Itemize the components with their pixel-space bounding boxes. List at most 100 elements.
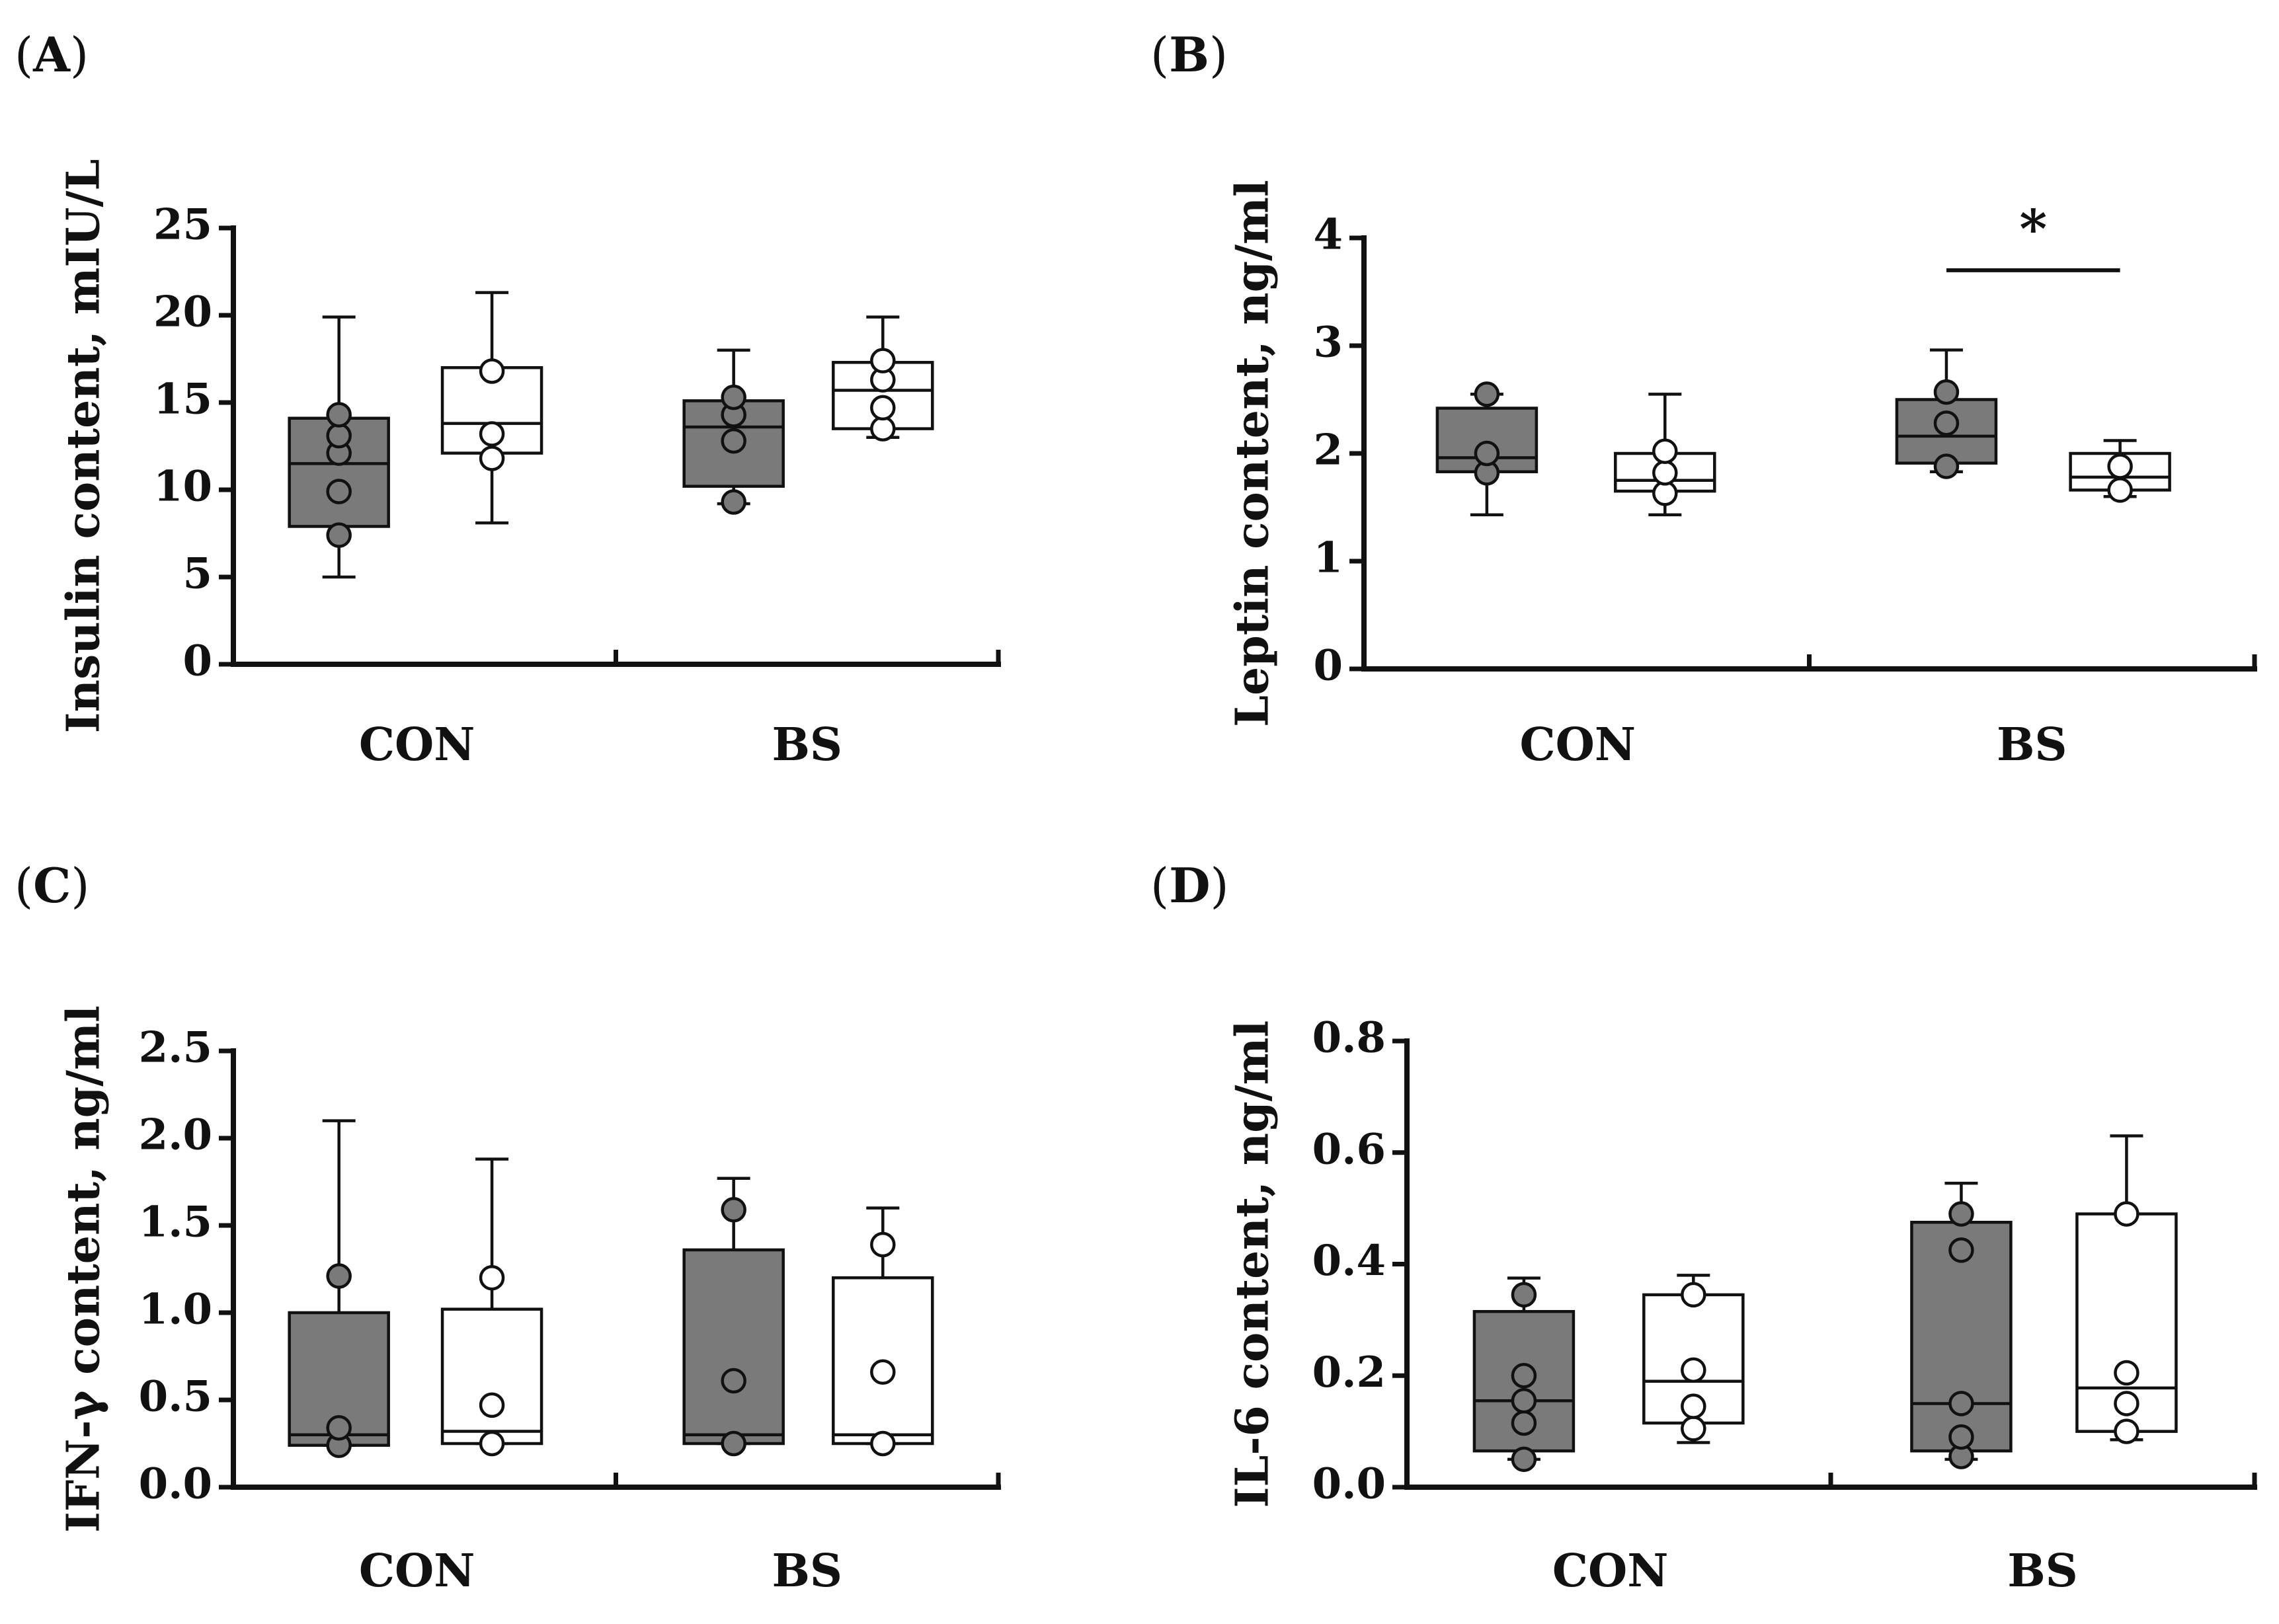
panel-c: (C) IFN-γ content, ng/ml 0.0 0.5 1.0 1.5 2.0 2.… — [15, 857, 1001, 1598]
data-point — [1474, 381, 1500, 407]
data-point — [1681, 1393, 1706, 1419]
data-point — [326, 422, 352, 449]
box-plot — [682, 348, 785, 515]
data-point — [721, 428, 746, 454]
data-point — [2114, 1201, 2139, 1227]
category-label: CON — [359, 718, 475, 771]
data-point — [1933, 410, 1960, 436]
y-tick-label: 0 — [182, 637, 212, 686]
y-tick-label: 2.5 — [139, 1023, 212, 1073]
data-point — [1933, 453, 1960, 479]
y-axis-title: IFN-γ content, ng/ml — [58, 1005, 110, 1533]
box-plot — [1910, 1181, 2013, 1469]
panel-label-letter: B — [1169, 26, 1209, 83]
data-point — [326, 479, 352, 504]
box-plot — [440, 1157, 543, 1457]
y-tick-label: 1 — [1313, 533, 1343, 583]
data-point — [479, 1392, 505, 1418]
category-label: BS — [772, 718, 842, 771]
data-point — [1948, 1424, 1974, 1450]
box-plot — [1895, 348, 1998, 479]
data-point — [326, 402, 352, 428]
box-plot — [2069, 439, 2171, 503]
y-tick-label: 0.2 — [1312, 1348, 1386, 1397]
y-tick-label: 3 — [1313, 318, 1343, 367]
y-axis-title: Insulin content, mIU/L — [58, 159, 110, 734]
data-point — [326, 522, 352, 548]
data-point — [721, 384, 746, 410]
data-point — [1474, 440, 1500, 467]
panel-b: (B) Leptin content, ng/ml 0 1 2 3 4 CON BS * — [1150, 26, 2257, 771]
y-tick-label: 25 — [153, 200, 212, 250]
significance-marker: * — [2019, 198, 2047, 260]
panel-a: (A) Insulin content, mIU/L 0 5 10 15 20 25 CON BS — [15, 26, 1001, 771]
data-point — [1511, 1363, 1537, 1389]
data-point — [2107, 453, 2133, 479]
y-tick-label: 20 — [153, 288, 212, 337]
box-plot — [1435, 381, 1539, 517]
panel-d: (D) IL-6 content, ng/ml 0.0 0.2 0.4 0.6 0.8 CON… — [1150, 857, 2257, 1598]
y-tick-label: 0.0 — [139, 1459, 212, 1509]
y-tick-label: 2 — [1313, 426, 1343, 475]
box-plot — [2075, 1134, 2178, 1444]
box-plot — [1642, 1274, 1745, 1444]
data-point — [1652, 460, 1678, 486]
y-tick-label: 15 — [153, 375, 212, 424]
category-label: BS — [1997, 718, 2067, 771]
data-point — [721, 1368, 746, 1394]
data-point — [2114, 1418, 2139, 1444]
box-iqr — [440, 1307, 543, 1446]
y-tick-label: 0.4 — [1312, 1236, 1386, 1286]
box-plot — [832, 1206, 934, 1457]
data-point — [1511, 1387, 1537, 1414]
y-tick-label: 1.5 — [139, 1198, 212, 1247]
y-tick-label: 0.8 — [1312, 1013, 1386, 1063]
data-point — [479, 445, 505, 471]
y-tick-label: 10 — [153, 462, 212, 512]
panel-label: (C) — [15, 857, 90, 913]
data-point — [1511, 1446, 1537, 1473]
category-label: BS — [772, 1545, 842, 1598]
category-label: CON — [1520, 718, 1636, 771]
y-tick-label: 0.6 — [1312, 1124, 1386, 1174]
panel-label: (D) — [1150, 857, 1229, 913]
box-plot — [1472, 1276, 1576, 1473]
data-point — [1511, 1282, 1537, 1308]
category-label: CON — [1552, 1545, 1669, 1598]
box-plot — [288, 315, 390, 579]
y-tick-label: 0 — [1313, 641, 1343, 691]
box-plot — [1614, 393, 1716, 517]
data-point — [479, 358, 505, 384]
data-point — [2107, 477, 2133, 503]
box-plot — [682, 1177, 785, 1457]
data-point — [870, 348, 896, 373]
panel-label-letter: A — [32, 26, 71, 83]
data-point — [1652, 438, 1678, 464]
y-tick-label: 0.0 — [1312, 1459, 1386, 1509]
data-point — [870, 395, 896, 421]
data-point — [326, 1414, 352, 1441]
panel-label-letter: D — [1169, 857, 1210, 913]
data-point — [2114, 1360, 2139, 1386]
y-tick-label: 2.0 — [139, 1110, 212, 1160]
panel-label: (B) — [1150, 26, 1228, 83]
data-point — [870, 416, 896, 442]
data-point — [870, 1231, 896, 1258]
data-point — [870, 1430, 896, 1457]
category-label: CON — [359, 1545, 475, 1598]
box-iqr — [682, 1248, 785, 1446]
data-point — [870, 1359, 896, 1385]
data-point — [1948, 1201, 1974, 1227]
y-tick-label: 1.0 — [139, 1285, 212, 1334]
data-point — [1948, 1237, 1974, 1263]
data-point — [1933, 379, 1960, 405]
data-point — [721, 489, 746, 515]
box-plot — [288, 1119, 390, 1458]
y-tick-label: 5 — [182, 549, 212, 599]
data-point — [326, 1263, 352, 1289]
y-axis-title: IL-6 content, ng/ml — [1226, 1021, 1279, 1508]
data-point — [1948, 1391, 1974, 1416]
data-point — [479, 1264, 505, 1291]
panel-label: (A) — [15, 26, 89, 83]
